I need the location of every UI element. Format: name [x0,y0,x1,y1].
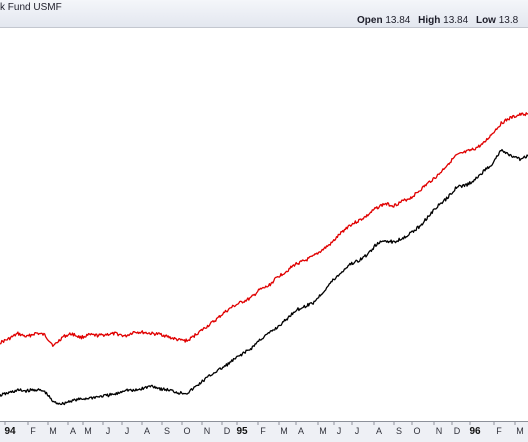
series-line-1 [0,148,528,406]
x-tick-label-month: F [260,426,266,436]
high-label: High [418,15,441,26]
x-tick-label-month: M [516,426,524,436]
high-value: 13.84 [443,15,469,26]
x-tick-label-month: J [337,426,342,436]
x-tick-label-month: M [280,426,288,436]
low-label: Low [475,15,496,26]
x-tick-label-month: D [454,426,461,436]
x-tick-label-month: S [396,426,402,436]
x-tick-label-month: A [298,426,304,436]
x-tick-label-month: A [70,426,76,436]
ohl-readout: Open 13.84 High 13.84 Low 13.8 [357,15,523,26]
x-tick-label-month: S [164,426,170,436]
fund-title: k Fund USMF [0,2,62,13]
open-label: Open [357,15,383,26]
x-tick-label-month: N [204,426,211,436]
x-tick-label-month: F [30,426,36,436]
low-value: 13.8 [498,15,519,26]
x-tick-label-year: 95 [236,426,248,437]
x-tick-label-month: M [84,426,92,436]
x-tick-label-month: N [436,426,443,436]
x-tick-label-month: M [49,426,57,436]
series-line-0 [0,112,528,347]
chart-header: k Fund USMF Open 13.84 High 13.84 Low 13… [0,0,528,28]
x-tick-label-month: J [355,426,360,436]
x-tick-label-month: D [224,426,231,436]
x-tick-label-month: J [106,426,111,436]
x-tick-label-month: A [144,426,150,436]
x-axis-band [0,421,528,442]
open-value: 13.84 [385,15,411,26]
x-tick-label-year: 94 [4,426,16,437]
x-tick-label-month: O [183,426,190,436]
x-tick-label-month: O [413,426,420,436]
x-tick-label-month: M [319,426,327,436]
x-tick-label-year: 96 [469,426,481,437]
x-tick-label-month: F [496,426,502,436]
x-tick-label-month: A [376,426,382,436]
x-tick-label-month: J [125,426,130,436]
